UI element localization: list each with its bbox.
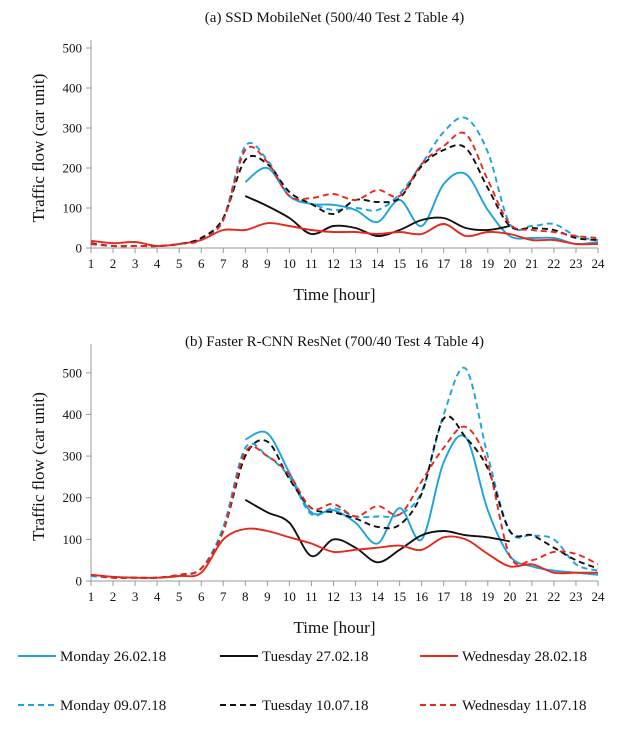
- y-tick-label: 0: [76, 241, 83, 256]
- x-tick-label: 1: [88, 589, 95, 604]
- series-line-tuesday-27-02-18: [244, 195, 510, 237]
- x-tick-label: 5: [176, 589, 183, 604]
- legend-item: Tuesday 27.02.18: [220, 649, 369, 665]
- x-tick-label: 6: [198, 589, 205, 604]
- x-tick-label: 3: [132, 589, 139, 604]
- x-tick-label: 18: [459, 589, 472, 604]
- legend: Monday 26.02.18 Tuesday 27.02.18 Wednesday…: [18, 649, 587, 714]
- x-tick-label: 20: [503, 256, 516, 271]
- chart-title: (b) Faster R-CNN ResNet (700/40 Test 4 T…: [185, 334, 484, 350]
- y-tick-label: 100: [63, 201, 83, 216]
- series-line-monday-09-07-18: [90, 116, 599, 248]
- legend-item: Wednesday 28.02.18: [420, 649, 587, 665]
- chart-title: (a) SSD MobileNet (500/40 Test 2 Table 4…: [205, 10, 464, 26]
- x-tick-label: 23: [569, 256, 582, 271]
- x-tick-label: 24: [592, 256, 606, 271]
- series-line-wednesday-11-07-18: [90, 131, 599, 248]
- x-tick-label: 22: [547, 589, 560, 604]
- x-tick-label: 10: [283, 589, 296, 604]
- x-axis-label: Time [hour]: [293, 618, 375, 637]
- y-tick-label: 500: [63, 41, 83, 56]
- x-tick-label: 19: [481, 256, 494, 271]
- x-tick-label: 4: [154, 256, 161, 271]
- series-line-tuesday-10-07-18: [90, 415, 599, 579]
- x-tick-label: 20: [503, 589, 516, 604]
- x-tick-label: 9: [264, 589, 271, 604]
- x-tick-label: 14: [371, 589, 385, 604]
- series-line-wednesday-28-02-18: [90, 222, 599, 247]
- x-tick-label: 6: [198, 256, 205, 271]
- x-tick-label: 12: [327, 256, 340, 271]
- y-axis-label: Traffic flow (car unit): [29, 392, 48, 541]
- series-line-monday-26-02-18: [244, 166, 599, 246]
- x-tick-label: 18: [459, 256, 472, 271]
- x-tick-label: 17: [437, 589, 451, 604]
- x-tick-label: 15: [393, 256, 406, 271]
- x-tick-label: 13: [349, 256, 362, 271]
- series-line-wednesday-11-07-18: [90, 425, 599, 579]
- series-line-monday-26-02-18: [244, 430, 599, 576]
- y-tick-label: 200: [63, 161, 83, 176]
- legend-item: Wednesday 11.07.18: [420, 698, 586, 714]
- x-tick-label: 7: [220, 256, 227, 271]
- chart-a: (a) SSD MobileNet (500/40 Test 2 Table 4…: [29, 10, 605, 304]
- x-tick-label: 10: [283, 256, 296, 271]
- y-tick-label: 500: [63, 365, 83, 380]
- series-line-tuesday-10-07-18: [90, 144, 599, 248]
- y-tick-label: 100: [63, 532, 83, 547]
- x-tick-label: 5: [176, 256, 183, 271]
- y-tick-label: 300: [63, 449, 83, 464]
- x-tick-label: 11: [305, 256, 318, 271]
- legend-label: Wednesday 28.02.18: [462, 649, 587, 665]
- y-tick-label: 0: [76, 574, 83, 589]
- x-tick-label: 14: [371, 256, 385, 271]
- chart-b: (b) Faster R-CNN ResNet (700/40 Test 4 T…: [29, 334, 605, 637]
- x-tick-label: 15: [393, 589, 406, 604]
- y-axis-label: Traffic flow (car unit): [29, 74, 48, 223]
- y-tick-label: 400: [63, 81, 83, 96]
- x-tick-label: 21: [525, 256, 538, 271]
- x-tick-label: 13: [349, 589, 362, 604]
- legend-label: Tuesday 27.02.18: [262, 649, 369, 665]
- x-tick-label: 9: [264, 256, 271, 271]
- x-tick-label: 16: [415, 256, 429, 271]
- x-tick-label: 2: [110, 589, 117, 604]
- legend-item: Tuesday 10.07.18: [220, 698, 369, 714]
- x-tick-label: 24: [592, 589, 606, 604]
- series-line-wednesday-28-02-18: [90, 527, 598, 579]
- legend-item: Monday 26.02.18: [18, 649, 166, 665]
- series-line-monday-09-07-18: [90, 366, 599, 579]
- legend-label: Tuesday 10.07.18: [262, 698, 369, 714]
- x-tick-label: 19: [481, 589, 494, 604]
- y-tick-label: 300: [63, 121, 83, 136]
- x-tick-label: 8: [242, 589, 249, 604]
- x-tick-label: 2: [110, 256, 117, 271]
- x-tick-label: 17: [437, 256, 451, 271]
- legend-label: Monday 26.02.18: [60, 649, 166, 665]
- x-tick-label: 7: [220, 589, 227, 604]
- x-tick-label: 11: [305, 589, 318, 604]
- x-tick-label: 3: [132, 256, 139, 271]
- x-tick-label: 8: [242, 256, 249, 271]
- x-tick-label: 1: [88, 256, 95, 271]
- series-line-tuesday-27-02-18: [244, 498, 510, 564]
- x-axis-label: Time [hour]: [293, 285, 375, 304]
- y-tick-label: 200: [63, 490, 83, 505]
- y-tick-label: 400: [63, 407, 83, 422]
- x-tick-label: 16: [415, 589, 429, 604]
- legend-item: Monday 09.07.18: [18, 698, 166, 714]
- legend-label: Monday 09.07.18: [60, 698, 166, 714]
- x-tick-label: 12: [327, 589, 340, 604]
- x-tick-label: 22: [547, 256, 560, 271]
- x-tick-label: 23: [569, 589, 582, 604]
- x-tick-label: 4: [154, 589, 161, 604]
- x-tick-label: 21: [525, 589, 538, 604]
- legend-label: Wednesday 11.07.18: [462, 698, 586, 714]
